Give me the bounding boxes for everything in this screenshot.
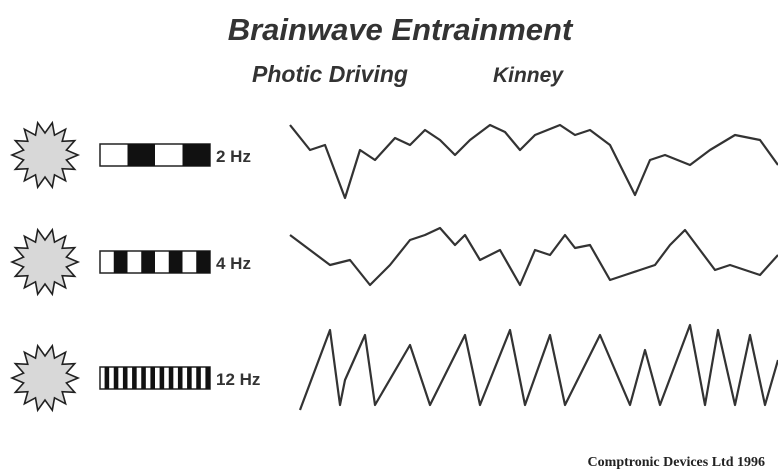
flash-icon: [9, 120, 81, 190]
wave: [289, 226, 778, 287]
row: 2 Hz: [9, 120, 251, 190]
pulse-cell: [205, 367, 210, 389]
pulse-cell: [132, 367, 137, 389]
pulse-cell: [127, 144, 155, 166]
wave: [289, 123, 778, 200]
flash-icon: [9, 227, 81, 297]
pulse-cell: [104, 367, 110, 389]
title: Brainwave Entrainment: [228, 12, 574, 47]
pulse-cell: [113, 251, 128, 273]
frequency-label: 12 Hz: [216, 370, 260, 389]
footer: Comptronic Devices Ltd 1996: [588, 455, 765, 470]
author: Kinney: [493, 64, 564, 87]
frequency-label: 2 Hz: [216, 147, 251, 166]
pulse-cell: [182, 144, 210, 166]
pulse-cell: [150, 367, 155, 389]
pulse-cell: [196, 367, 201, 389]
subtitle: Photic Driving: [252, 61, 408, 87]
pulse-cell: [168, 251, 183, 273]
pulse-cell: [122, 367, 128, 389]
frequency-label: 4 Hz: [216, 254, 251, 273]
rows: 2 Hz 4 Hz 12 Hz: [9, 120, 260, 413]
pulse-cell: [141, 251, 155, 273]
pulse-cell: [113, 367, 119, 389]
pulse-cell: [168, 367, 174, 389]
pulse-cell: [159, 367, 165, 389]
pulse-cell: [196, 251, 210, 273]
pulse-cell: [177, 367, 183, 389]
row: 12 Hz: [9, 343, 260, 413]
pulse-cell: [141, 367, 146, 389]
wave: [298, 323, 778, 411]
row: 4 Hz: [9, 227, 251, 297]
flash-icon: [9, 343, 81, 413]
pulse-cell: [187, 367, 192, 389]
